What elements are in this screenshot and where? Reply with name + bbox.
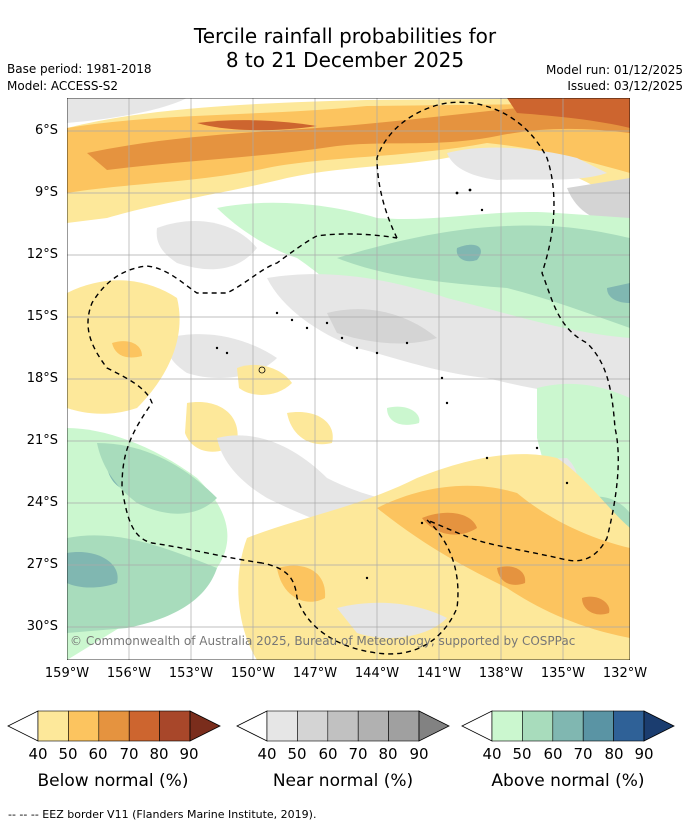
copyright-text: © Commonwealth of Australia 2025, Bureau… [70, 634, 576, 648]
colorbar-cell [68, 710, 100, 742]
colorbar-cell [522, 710, 554, 742]
colorbar-tick: 50 [287, 745, 307, 763]
near-normal-region-east [567, 178, 630, 228]
colorbar-tick: 70 [348, 745, 368, 763]
colorbar-left-arrow [461, 710, 493, 742]
below-normal-region-mid3 [287, 412, 333, 445]
below-normal-region-south-60c [582, 596, 610, 615]
colorbar-cell [128, 710, 160, 742]
below-normal-region-north-70b [197, 120, 317, 131]
near-normal-region-south2 [337, 602, 447, 638]
colorbar-tick: 80 [604, 745, 624, 763]
colorbar-cell [266, 710, 298, 742]
lat-label: 9°S [34, 185, 58, 200]
lon-label: 150°W [230, 666, 276, 681]
above-normal-colorbar [461, 710, 675, 742]
colorbar-tick: 50 [512, 745, 532, 763]
below-normal-region-south-60b [497, 566, 526, 585]
colorbar-tick: 90 [634, 745, 654, 763]
lon-label: 144°W [354, 666, 400, 681]
colorbar-tick: 60 [543, 745, 563, 763]
lon-label: 153°W [168, 666, 214, 681]
colorbar-cell [582, 710, 614, 742]
above-normal-region-mid-60b [607, 283, 630, 303]
colorbar-tick: 50 [58, 745, 78, 763]
lat-label: 15°S [26, 309, 58, 324]
colorbar-tick: 40 [482, 745, 502, 763]
colorbar-tick: 60 [318, 745, 338, 763]
above-normal-region-mid-60 [456, 244, 481, 262]
colorbar-tick: 70 [119, 745, 139, 763]
above-normal-region-sw-60 [67, 552, 118, 588]
colorbar-right-arrow [189, 710, 221, 742]
colorbar-left-arrow [236, 710, 268, 742]
lon-label: 159°W [44, 666, 90, 681]
colorbar-tick: 90 [179, 745, 199, 763]
above-normal-region-mid-small [387, 406, 420, 425]
issued-date: Issued: 03/12/2025 [567, 79, 683, 93]
lat-label: 24°S [26, 495, 58, 510]
islands [215, 188, 569, 580]
above-normal-region-sw-50b [97, 443, 217, 514]
near-normal-region-center2 [267, 274, 630, 398]
lon-label: 147°W [292, 666, 338, 681]
lon-label: 132°W [602, 666, 648, 681]
colorbar-cell [613, 710, 645, 742]
colorbar-right-arrow [643, 710, 675, 742]
colorbar-tick: 80 [378, 745, 398, 763]
colorbar-cell [327, 710, 359, 742]
map-title-line2: 8 to 21 December 2025 [225, 48, 465, 72]
colorbar-cell [552, 710, 584, 742]
near-normal-region-ne [447, 147, 607, 180]
near-normal-region-center3 [327, 309, 437, 344]
near-normal-region-nw [67, 98, 187, 123]
colorbar-right-arrow [418, 710, 450, 742]
colorbar-tick: 80 [149, 745, 169, 763]
lat-label: 27°S [26, 557, 58, 572]
below-normal-region-north-60 [87, 98, 630, 170]
lat-label: 18°S [26, 371, 58, 386]
colorbar-tick: 40 [257, 745, 277, 763]
colorbar-left-arrow [7, 710, 39, 742]
lat-label: 21°S [26, 433, 58, 448]
lon-label: 135°W [540, 666, 586, 681]
colorbar-cell [491, 710, 523, 742]
colorbar-tick: 70 [573, 745, 593, 763]
below-normal-region-mid [237, 364, 292, 395]
lon-label: 138°W [478, 666, 524, 681]
below-normal-region-north-70 [507, 98, 630, 128]
lon-label: 156°W [106, 666, 152, 681]
model-run: Model run: 01/12/2025 [545, 63, 683, 77]
above-normal-region-mid-50 [337, 225, 630, 328]
above-normal-title: Above normal (%) [491, 771, 645, 791]
colorbar-tick: 40 [28, 745, 48, 763]
colorbar-cell [297, 710, 329, 742]
colorbar-tick: 90 [409, 745, 429, 763]
colorbar-cell [357, 710, 389, 742]
graticule [67, 98, 630, 660]
eez-borders [87, 101, 619, 655]
model-name: Model: ACCESS-S2 [7, 79, 119, 93]
colorbar-cell [37, 710, 69, 742]
below-normal-colorbar [7, 710, 221, 742]
below-normal-region-sw-50 [277, 565, 326, 602]
lat-label: 6°S [34, 123, 58, 138]
near-normal-colorbar [236, 710, 450, 742]
base-period: Base period: 1981-2018 [7, 62, 152, 76]
lat-label: 30°S [26, 619, 58, 634]
lon-label: 141°W [416, 666, 462, 681]
colorbar-tick: 60 [88, 745, 108, 763]
colorbar-cell [388, 710, 420, 742]
lat-label: 12°S [26, 247, 58, 262]
eez-footer-note: -- -- -- EEZ border V11 (Flanders Marine… [8, 808, 317, 821]
below-normal-title: Below normal (%) [37, 771, 189, 791]
probability-map [67, 98, 630, 660]
below-normal-region-west-50 [112, 341, 142, 358]
colorbars [7, 710, 675, 742]
colorbar-cell [98, 710, 130, 742]
near-normal-title: Near normal (%) [272, 771, 414, 791]
map-title-line1: Tercile rainfall probabilities for [193, 24, 497, 48]
colorbar-cell [159, 710, 191, 742]
near-normal-region-center [156, 220, 257, 270]
